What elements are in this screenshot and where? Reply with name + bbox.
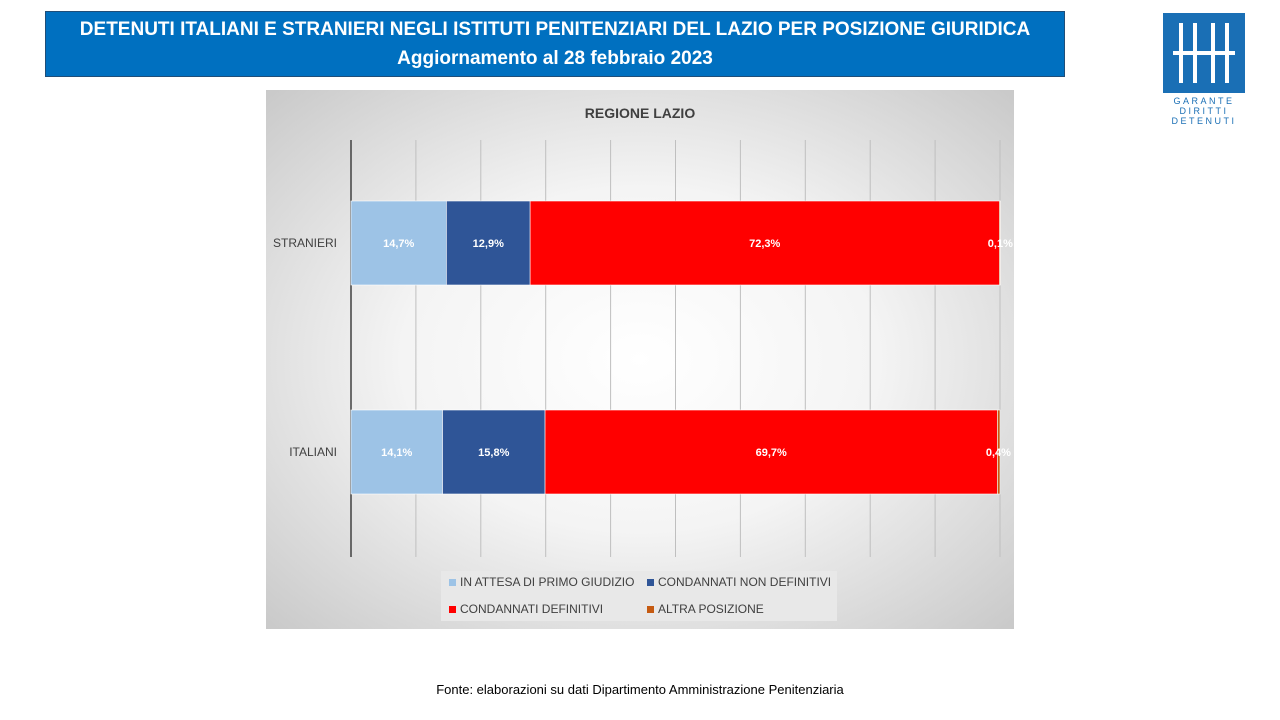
data-label: 12,9% (473, 238, 504, 250)
legend-label: ALTRA POSIZIONE (658, 602, 764, 616)
category-label: STRANIERI (273, 236, 337, 250)
bar-segment (350, 200, 447, 286)
bar-segment (350, 409, 443, 495)
title-banner: DETENUTI ITALIANI E STRANIERI NEGLI ISTI… (45, 11, 1065, 77)
bars: 14,7% 12,9% 72,3% 0,1% 14,1% 15,8% 69,7% 0,4% (350, 200, 1013, 495)
legend-swatch (449, 579, 456, 586)
bar-segment (442, 409, 546, 495)
data-label: 15,8% (478, 447, 509, 459)
bar-segment (529, 200, 1000, 286)
chart-area: REGIONE LAZIO 14,7% 12,9% 72,3% 0,1% 14,1% 15… (266, 90, 1014, 629)
category-label: ITALIANI (289, 445, 337, 459)
bar-segment (997, 409, 1001, 495)
legend-swatch (647, 579, 654, 586)
bar-segment (544, 409, 998, 495)
data-label: 72,3% (749, 238, 780, 250)
logo-text-3: DETENUTI (1172, 116, 1237, 126)
bar-segment (446, 200, 531, 286)
page-title: DETENUTI ITALIANI E STRANIERI NEGLI ISTI… (79, 19, 1031, 40)
legend-label: CONDANNATI NON DEFINITIVI (658, 575, 831, 589)
data-label: 14,1% (381, 447, 412, 459)
data-label: 0,1% (988, 238, 1013, 250)
legend: IN ATTESA DI PRIMO GIUDIZIO CONDANNATI NO… (441, 571, 837, 621)
logo-mark (1173, 23, 1235, 83)
logo-text-2: DIRITTI (1180, 106, 1229, 116)
data-label: 0,4% (986, 447, 1011, 459)
chart-title: REGIONE LAZIO (585, 105, 696, 121)
source-note: Fonte: elaborazioni su dati Dipartimento… (436, 682, 844, 697)
page-subtitle: Aggiornamento al 28 febbraio 2023 (397, 48, 713, 69)
category-labels: STRANIERI ITALIANI (273, 236, 337, 459)
logo-text-1: GARANTE (1173, 96, 1234, 106)
legend-label: CONDANNATI DEFINITIVI (460, 602, 603, 616)
legend-swatch (647, 606, 654, 613)
bar-segment (999, 200, 1001, 286)
stacked-bar-chart: REGIONE LAZIO 14,7% 12,9% 72,3% 0,1% 14,1% 15… (273, 105, 1013, 621)
legend-label: IN ATTESA DI PRIMO GIUDIZIO (460, 575, 634, 589)
legend-box (441, 571, 837, 621)
legend-swatch (449, 606, 456, 613)
data-label: 14,7% (383, 238, 414, 250)
data-label: 69,7% (756, 447, 787, 459)
garante-logo: GARANTE DIRITTI DETENUTI (1163, 13, 1245, 126)
